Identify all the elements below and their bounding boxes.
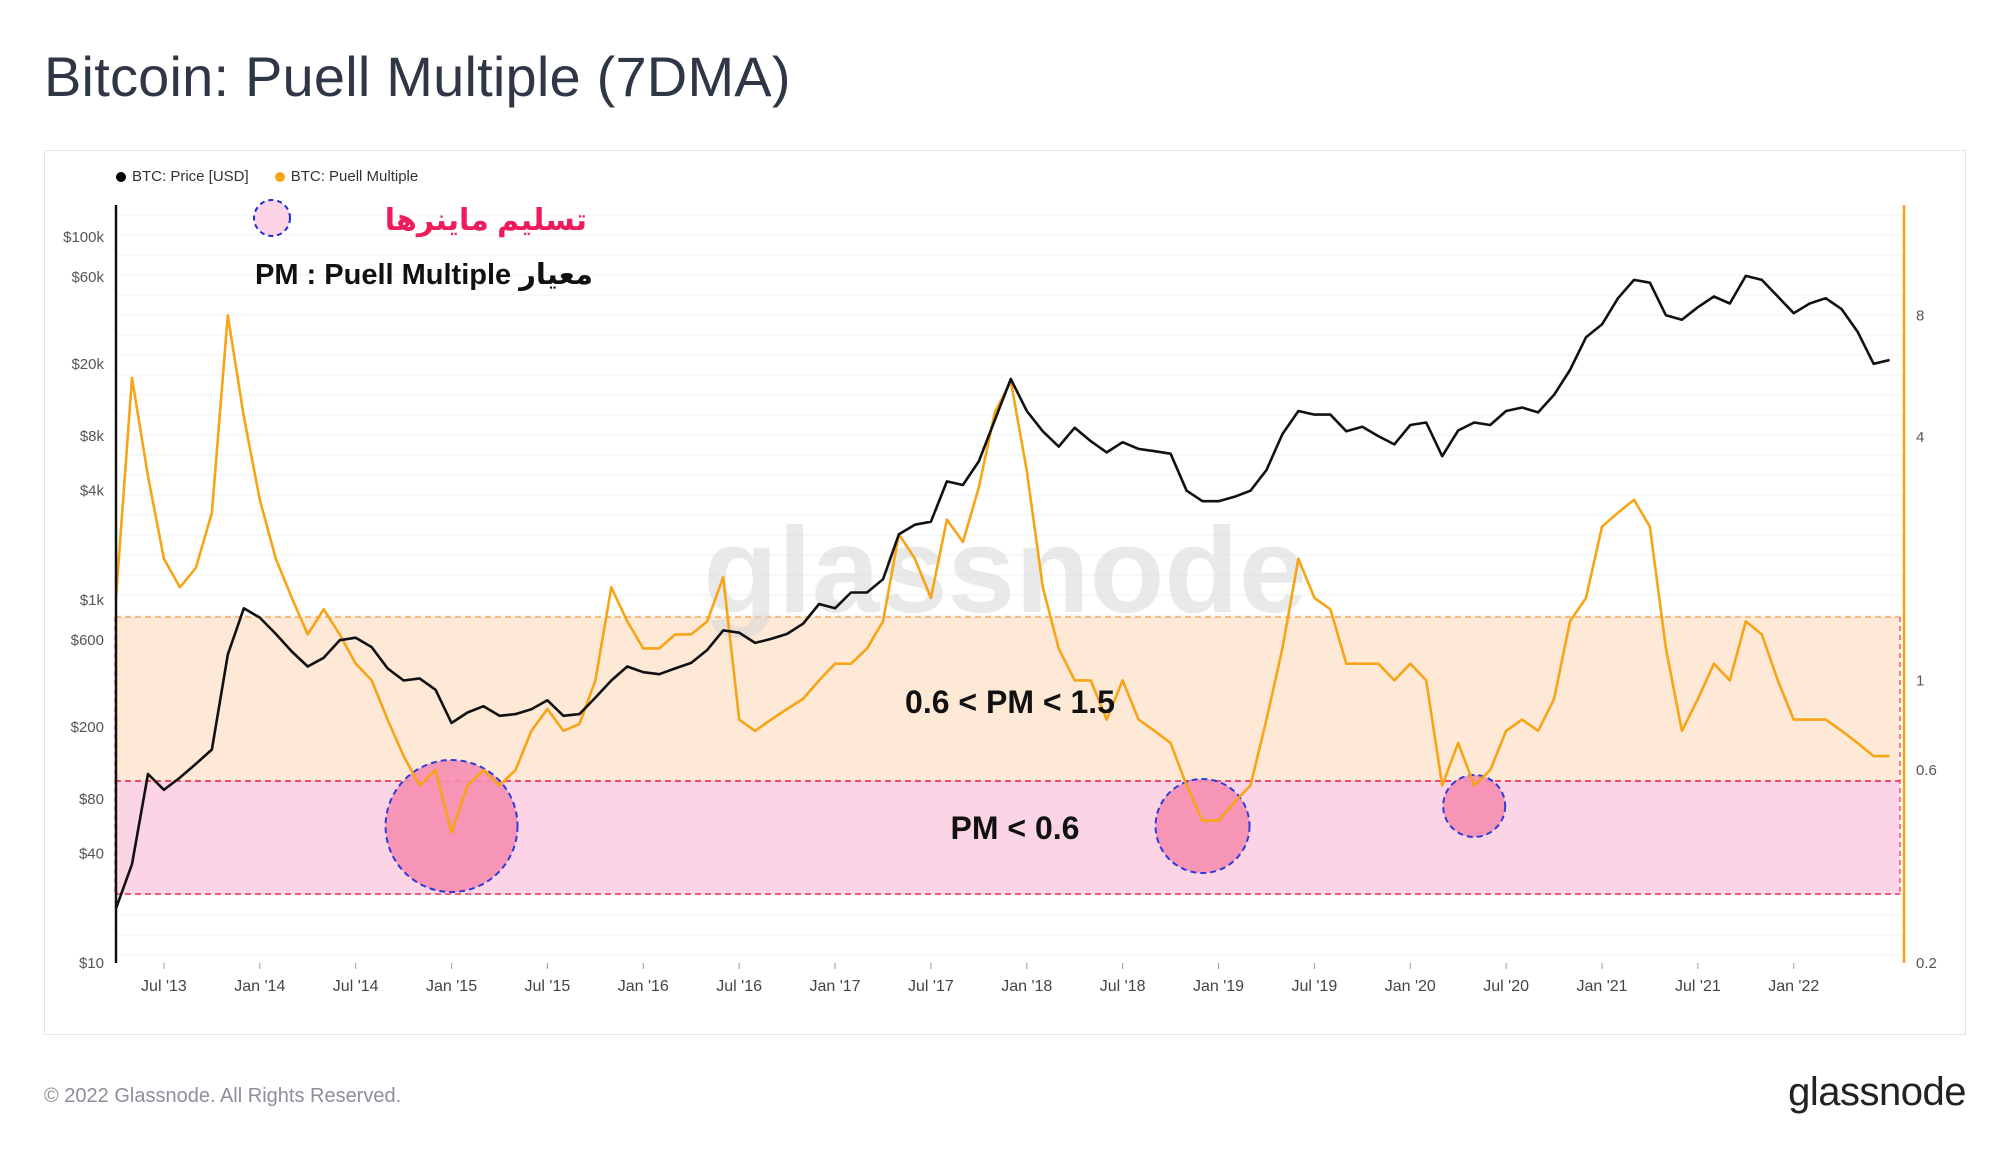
y-tick-left: $10 bbox=[79, 955, 104, 972]
x-tick-label: Jan '22 bbox=[1768, 978, 1819, 995]
x-axis-ticks: Jul '13 Jan '14 Jul '14 Jan '15 Jul '15 Jan '… bbox=[141, 963, 1819, 995]
watermark: glassnode bbox=[703, 502, 1306, 638]
capitulation-circle bbox=[384, 759, 519, 893]
legend-label-puell: BTC: Puell Multiple bbox=[290, 168, 419, 185]
legend-capitulation-swatch bbox=[253, 199, 291, 237]
x-tick-label: Jan '14 bbox=[234, 978, 285, 995]
y-axis-left-ticks: $10 $40 $80 $200 $600 $1k $4k $8k $20k $60k $100k bbox=[63, 229, 104, 972]
x-tick-label: Jul '17 bbox=[908, 978, 954, 995]
band-upper-label: 0.6 < PM < 1.5 bbox=[905, 684, 1115, 720]
y-tick-left: $40 bbox=[79, 846, 104, 863]
x-tick-label: Jan '15 bbox=[426, 978, 477, 995]
y-tick-left: $80 bbox=[79, 791, 104, 808]
legend-dot-puell bbox=[274, 171, 285, 182]
x-tick-label: Jan '16 bbox=[618, 978, 669, 995]
annotation-pm-definition: PM : Puell Multiple معیار bbox=[255, 259, 593, 291]
y-tick-left: $20k bbox=[71, 356, 104, 373]
chart-frame bbox=[44, 150, 1966, 1035]
x-tick-label: Jan '20 bbox=[1385, 978, 1436, 995]
y-tick-left: $4k bbox=[80, 483, 105, 500]
y-axis-right-ticks: 0.2 0.6 1 4 8 bbox=[1916, 307, 1937, 972]
y-tick-left: $1k bbox=[80, 592, 105, 609]
brand-logo: glassnode bbox=[1788, 1070, 1966, 1114]
y-tick-left: $8k bbox=[80, 428, 105, 445]
band-lower-label: PM < 0.6 bbox=[951, 810, 1080, 846]
capitulation-circle bbox=[1154, 778, 1251, 874]
legend-item-puell[interactable]: BTC: Puell Multiple bbox=[274, 168, 419, 185]
y-tick-right: 8 bbox=[1916, 307, 1924, 324]
series-line-price bbox=[114, 274, 1890, 909]
x-tick-label: Jul '13 bbox=[141, 978, 187, 995]
x-tick-label: Jul '21 bbox=[1675, 978, 1721, 995]
band-upper bbox=[115, 617, 1900, 781]
chart-legend: BTC: Price [USD] BTC: Puell Multiple bbox=[116, 168, 418, 185]
y-tick-left: $100k bbox=[63, 229, 104, 246]
y-tick-right: 0.6 bbox=[1916, 762, 1937, 779]
x-tick-label: Jan '19 bbox=[1193, 978, 1244, 995]
legend-dot-price bbox=[116, 171, 126, 182]
x-tick-label: Jan '17 bbox=[809, 978, 860, 995]
y-tick-left: $60k bbox=[71, 269, 104, 286]
x-tick-label: Jul '19 bbox=[1292, 978, 1338, 995]
y-tick-left: $200 bbox=[71, 719, 104, 736]
y-tick-right: 4 bbox=[1916, 429, 1924, 446]
x-tick-label: Jul '16 bbox=[716, 978, 762, 995]
capitulation-circles bbox=[384, 759, 1507, 893]
y-tick-left: $600 bbox=[71, 632, 104, 649]
y-tick-right: 0.2 bbox=[1916, 955, 1937, 972]
copyright: © 2022 Glassnode. All Rights Reserved. bbox=[44, 1085, 402, 1107]
page-title: Bitcoin: Puell Multiple (7DMA) bbox=[44, 45, 791, 108]
annotation-miner-capitulation: تسلیم ماینرها bbox=[385, 204, 587, 238]
y-tick-right: 1 bbox=[1916, 672, 1924, 689]
x-tick-label: Jan '18 bbox=[1001, 978, 1052, 995]
capitulation-circle bbox=[1442, 774, 1507, 838]
legend-label-price: BTC: Price [USD] bbox=[132, 168, 249, 185]
x-tick-label: Jul '18 bbox=[1100, 978, 1146, 995]
x-tick-label: Jul '20 bbox=[1483, 978, 1529, 995]
x-tick-label: Jul '14 bbox=[333, 978, 379, 995]
legend-item-price[interactable]: BTC: Price [USD] bbox=[116, 168, 249, 185]
x-tick-label: Jul '15 bbox=[525, 978, 571, 995]
x-tick-label: Jan '21 bbox=[1576, 978, 1627, 995]
